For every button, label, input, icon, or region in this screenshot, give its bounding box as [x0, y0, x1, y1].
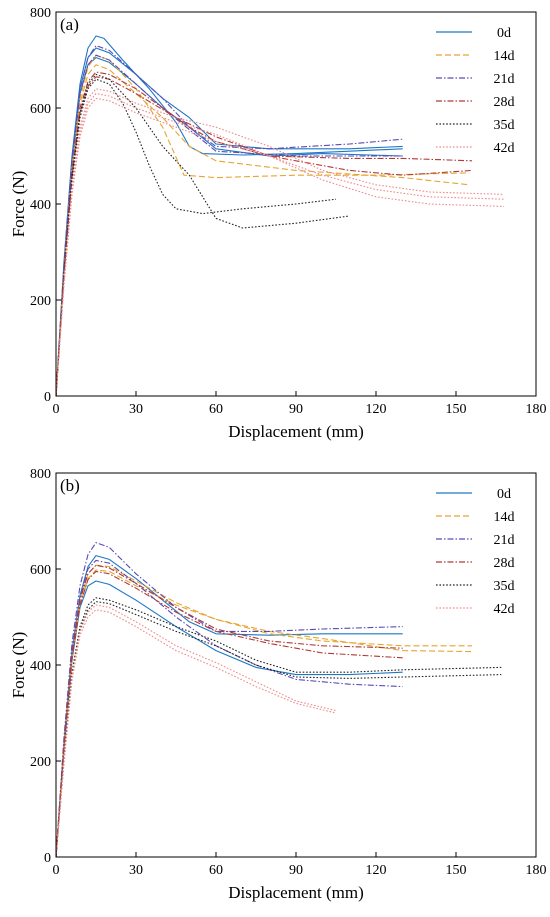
series-curve-21d-2 [56, 559, 403, 857]
series-curve-0d-3 [56, 47, 403, 396]
x-tick-label: 120 [366, 402, 387, 417]
y-tick-label: 800 [30, 6, 51, 21]
y-tick-label: 200 [30, 755, 51, 770]
x-tick-label: 90 [289, 863, 303, 878]
legend-item: 28d [436, 95, 515, 110]
series-curve-14d-2 [56, 64, 470, 396]
legend-item: 42d [436, 141, 515, 156]
legend-label: 14d [494, 49, 515, 64]
legend-label: 35d [494, 118, 515, 133]
legend-item: 28d [436, 556, 515, 571]
y-axis-label: Force (N) [9, 632, 28, 699]
y-axis-ticks: 0 200 400 600 800 [30, 6, 61, 405]
legend-label: 0d [497, 487, 511, 502]
legend-item: 21d [436, 533, 515, 548]
legend-label: 0d [497, 26, 511, 41]
x-axis-label: Displacement (mm) [228, 883, 364, 902]
series-curve-0d-2 [56, 57, 403, 396]
x-tick-label: 180 [526, 863, 547, 878]
x-tick-label: 60 [209, 863, 223, 878]
y-tick-label: 0 [44, 390, 51, 405]
curves-layer [56, 542, 502, 857]
legend-item: 14d [436, 49, 515, 64]
y-tick-label: 200 [30, 294, 51, 309]
series-curve-21d-2 [56, 54, 403, 396]
x-tick-label: 30 [129, 863, 143, 878]
series-curve-42d-1 [56, 97, 505, 396]
series-curve-0d-1 [56, 35, 403, 396]
panel-label: (a) [60, 15, 79, 34]
legend: 0d 14d 21d 28d 35d 42d [436, 487, 515, 617]
x-tick-label: 0 [53, 863, 60, 878]
y-tick-label: 0 [44, 851, 51, 866]
x-axis-label: Displacement (mm) [228, 422, 364, 441]
legend-item: 21d [436, 72, 515, 87]
legend-label: 21d [494, 72, 515, 87]
legend-item: 14d [436, 510, 515, 525]
y-axis-label: Force (N) [9, 171, 28, 238]
legend-item: 35d [436, 118, 515, 133]
legend: 0d 14d 21d 28d 35d 42d [436, 26, 515, 156]
y-tick-label: 800 [30, 467, 51, 482]
panel-label: (b) [60, 476, 80, 495]
legend-label: 21d [494, 533, 515, 548]
series-curve-21d-1 [56, 542, 403, 857]
legend-item: 42d [436, 602, 515, 617]
series-curve-35d-1 [56, 597, 502, 857]
chart-panel-a: 0 30 60 90 120 150 180 0 200 400 600 800 (a) Displ… [9, 6, 547, 441]
legend-label: 35d [494, 579, 515, 594]
legend-item: 0d [436, 26, 511, 41]
x-tick-label: 30 [129, 402, 143, 417]
x-axis-ticks: 0 30 60 90 120 150 180 [53, 852, 547, 878]
legend-item: 35d [436, 579, 515, 594]
x-tick-label: 90 [289, 402, 303, 417]
series-curve-21d-1 [56, 45, 403, 396]
series-curve-42d-2 [56, 88, 505, 396]
curves-layer [56, 35, 505, 396]
plot-area-frame [55, 472, 537, 858]
series-curve-35d-2 [56, 601, 502, 857]
series-curve-0d-2 [56, 580, 403, 857]
y-tick-label: 600 [30, 102, 51, 117]
legend-label: 42d [494, 141, 515, 156]
x-tick-label: 150 [446, 863, 467, 878]
x-tick-label: 0 [53, 402, 60, 417]
series-curve-14d-1 [56, 54, 470, 396]
legend-label: 28d [494, 95, 515, 110]
series-curve-35d-2 [56, 73, 350, 396]
series-curve-42d-2 [56, 609, 337, 857]
legend-label: 28d [494, 556, 515, 571]
series-curve-42d-3 [56, 93, 505, 396]
series-curve-28d-2 [56, 570, 403, 857]
y-axis-ticks: 0 200 400 600 800 [30, 467, 61, 866]
series-curve-0d-1 [56, 555, 403, 857]
x-tick-label: 150 [446, 402, 467, 417]
x-axis-ticks: 0 30 60 90 120 150 180 [53, 391, 547, 417]
series-curve-42d-1 [56, 604, 337, 857]
legend-label: 42d [494, 602, 515, 617]
chart-panel-b: 0 30 60 90 120 150 180 0 200 400 600 800 (b) Displ… [9, 467, 547, 902]
x-tick-label: 180 [526, 402, 547, 417]
x-tick-label: 120 [366, 863, 387, 878]
legend-label: 14d [494, 510, 515, 525]
y-tick-label: 400 [30, 198, 51, 213]
series-curve-35d-1 [56, 78, 337, 396]
series-curve-14d-1 [56, 564, 472, 857]
y-tick-label: 600 [30, 563, 51, 578]
x-tick-label: 60 [209, 402, 223, 417]
legend-item: 0d [436, 487, 511, 502]
series-curve-28d-1 [56, 564, 403, 857]
series-curve-28d-2 [56, 76, 473, 396]
y-tick-label: 400 [30, 659, 51, 674]
series-curve-28d-1 [56, 71, 473, 396]
series-curve-14d-2 [56, 569, 473, 857]
